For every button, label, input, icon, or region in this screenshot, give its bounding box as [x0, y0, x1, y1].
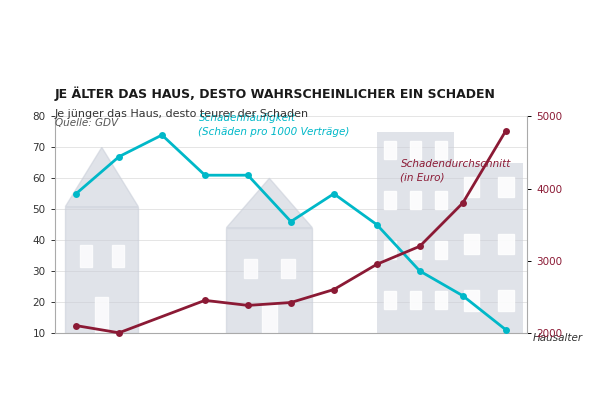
Bar	[436, 191, 447, 209]
Bar	[498, 234, 513, 254]
Bar	[95, 297, 108, 333]
Text: Schadendurchschnitt
(in Euro): Schadendurchschnitt (in Euro)	[401, 159, 511, 182]
Bar	[112, 245, 124, 267]
Bar	[410, 291, 421, 309]
Bar	[227, 228, 312, 333]
Bar	[436, 241, 447, 259]
Bar	[464, 290, 479, 311]
Bar	[384, 241, 396, 259]
Text: Hausalter: Hausalter	[533, 333, 582, 343]
Bar	[384, 191, 396, 209]
Bar	[65, 207, 138, 333]
Bar	[464, 234, 479, 254]
Polygon shape	[65, 147, 138, 207]
Text: JE ÄLTER DAS HAUS, DESTO WAHRSCHEINLICHER EIN SCHADEN: JE ÄLTER DAS HAUS, DESTO WAHRSCHEINLICHE…	[55, 87, 496, 101]
Bar	[498, 177, 513, 198]
Bar	[384, 291, 396, 309]
Bar	[454, 163, 523, 333]
Bar	[436, 141, 447, 158]
Bar	[262, 303, 277, 333]
Bar	[80, 245, 92, 267]
Text: Quelle: GDV: Quelle: GDV	[55, 118, 118, 128]
Bar	[436, 291, 447, 309]
Bar	[498, 290, 513, 311]
Bar	[464, 177, 479, 198]
Bar	[377, 132, 454, 333]
Bar	[410, 191, 421, 209]
Bar	[410, 241, 421, 259]
Text: Je jünger das Haus, desto teurer der Schaden: Je jünger das Haus, desto teurer der Sch…	[55, 109, 308, 119]
Bar	[384, 141, 396, 158]
Bar	[281, 259, 295, 278]
Bar	[410, 141, 421, 158]
Polygon shape	[227, 178, 312, 228]
Text: Schadenhäufigkeit
(Schäden pro 1000 Verträge): Schadenhäufigkeit (Schäden pro 1000 Vert…	[199, 114, 350, 136]
Bar	[244, 259, 258, 278]
